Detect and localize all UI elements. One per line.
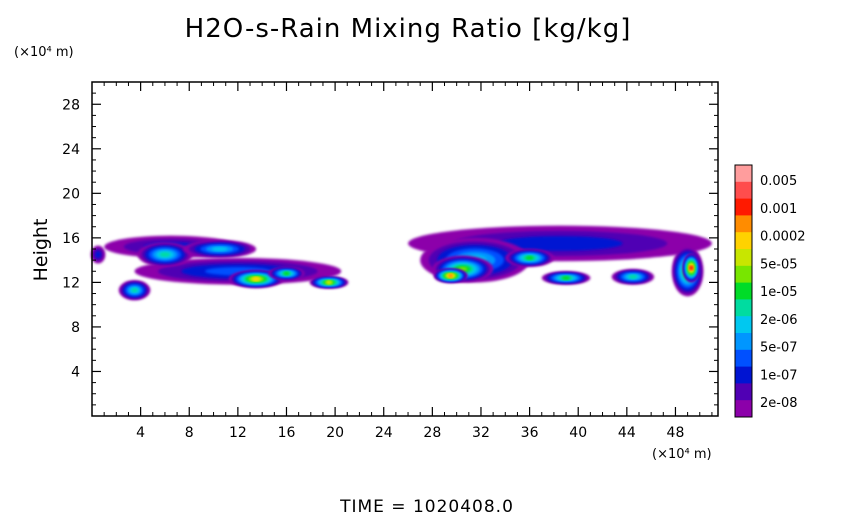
y-axis-label: Height [30, 219, 52, 282]
x-tick-label: 24 [375, 425, 393, 441]
contour-blob-17-level-12 [689, 265, 694, 270]
y-tick-label: 4 [71, 364, 80, 380]
colorbar-label: 2e-08 [760, 396, 798, 411]
colorbar-label: 0.005 [760, 174, 797, 189]
x-tick-label: 36 [521, 425, 539, 441]
contour-blob-4-level-5 [211, 247, 228, 251]
colorbar-frame [734, 164, 753, 418]
x-axis-unit: (×10⁴ m) [652, 447, 712, 462]
colorbar-swatch [735, 366, 752, 384]
colorbar-swatch [735, 215, 752, 233]
time-label: TIME = 1020408.0 [340, 497, 514, 517]
x-tick-label: 48 [667, 425, 685, 441]
x-tick-label: 16 [278, 425, 296, 441]
colorbar-swatch [735, 165, 752, 183]
x-tick-label: 40 [569, 425, 587, 441]
x-tick-label: 28 [423, 425, 441, 441]
colorbar-swatch [735, 333, 752, 351]
colorbar-swatch [735, 383, 752, 401]
y-tick-label: 8 [71, 320, 80, 336]
y-axis-unit: (×10⁴ m) [14, 45, 74, 60]
x-tick-label: 32 [472, 425, 490, 441]
colorbar: 0.005 0.001 0.0002 5e-05 1e-05 2e-06 5e-07 1e-0… [734, 164, 806, 418]
contour-blob-7-level-9 [326, 280, 332, 285]
contour-blob-14-level-7 [562, 275, 571, 280]
colorbar-swatch [735, 265, 752, 284]
colorbar-swatch [735, 181, 752, 200]
chart-title: H2O-s-Rain Mixing Ratio [kg/kg] [184, 14, 632, 44]
contour-blob-8-level-7 [283, 271, 290, 276]
contour-blob-5-level-6 [131, 288, 138, 293]
colorbar-label: 0.001 [760, 202, 797, 217]
y-tick-label: 16 [62, 231, 80, 247]
colorbar-label: 5e-05 [760, 257, 798, 272]
colorbar-label: 0.0002 [760, 230, 806, 245]
colorbar-swatch [735, 349, 752, 368]
contour-blob-3-level-6 [159, 252, 171, 257]
x-tick-label: 8 [185, 425, 194, 441]
colorbar-swatch [735, 249, 752, 267]
y-tick-label: 20 [62, 186, 80, 202]
colorbar-swatch [735, 282, 752, 300]
contour-blob-9-level-2 [497, 236, 623, 251]
contour-blob-13-level-7 [525, 255, 534, 260]
colorbar-swatch [735, 400, 752, 418]
colorbar-label: 1e-07 [760, 368, 798, 383]
colorbar-label: 2e-06 [760, 313, 798, 328]
y-tick-label: 28 [62, 97, 80, 113]
colorbar-swatch [735, 299, 752, 317]
colorbar-swatch [735, 316, 752, 334]
x-tick-label: 20 [326, 425, 344, 441]
colorbar-swatch [735, 198, 752, 216]
contour-blob-15-level-6 [628, 274, 637, 279]
colorbar-label: 1e-05 [760, 285, 798, 300]
contour-blob-6-level-10 [252, 277, 260, 282]
rain-field [90, 225, 712, 301]
x-tick-label: 4 [136, 425, 145, 441]
contour-blob-0-level-2 [95, 250, 102, 259]
x-tick-label: 44 [618, 425, 636, 441]
colorbar-label: 5e-07 [760, 341, 798, 356]
y-tick-label: 12 [62, 275, 80, 291]
x-tick-label: 12 [229, 425, 247, 441]
colorbar-swatch [735, 232, 752, 250]
y-tick-label: 24 [62, 142, 80, 158]
contour-blob-12-level-11 [448, 273, 453, 278]
